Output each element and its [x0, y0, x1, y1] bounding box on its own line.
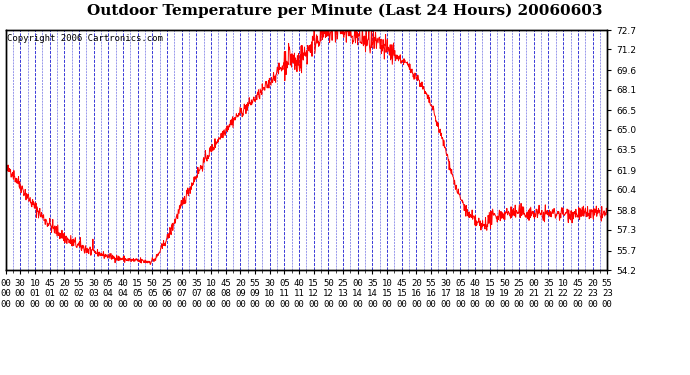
Text: Outdoor Temperature per Minute (Last 24 Hours) 20060603: Outdoor Temperature per Minute (Last 24 …	[87, 4, 603, 18]
Text: Copyright 2006 Cartronics.com: Copyright 2006 Cartronics.com	[7, 34, 163, 43]
